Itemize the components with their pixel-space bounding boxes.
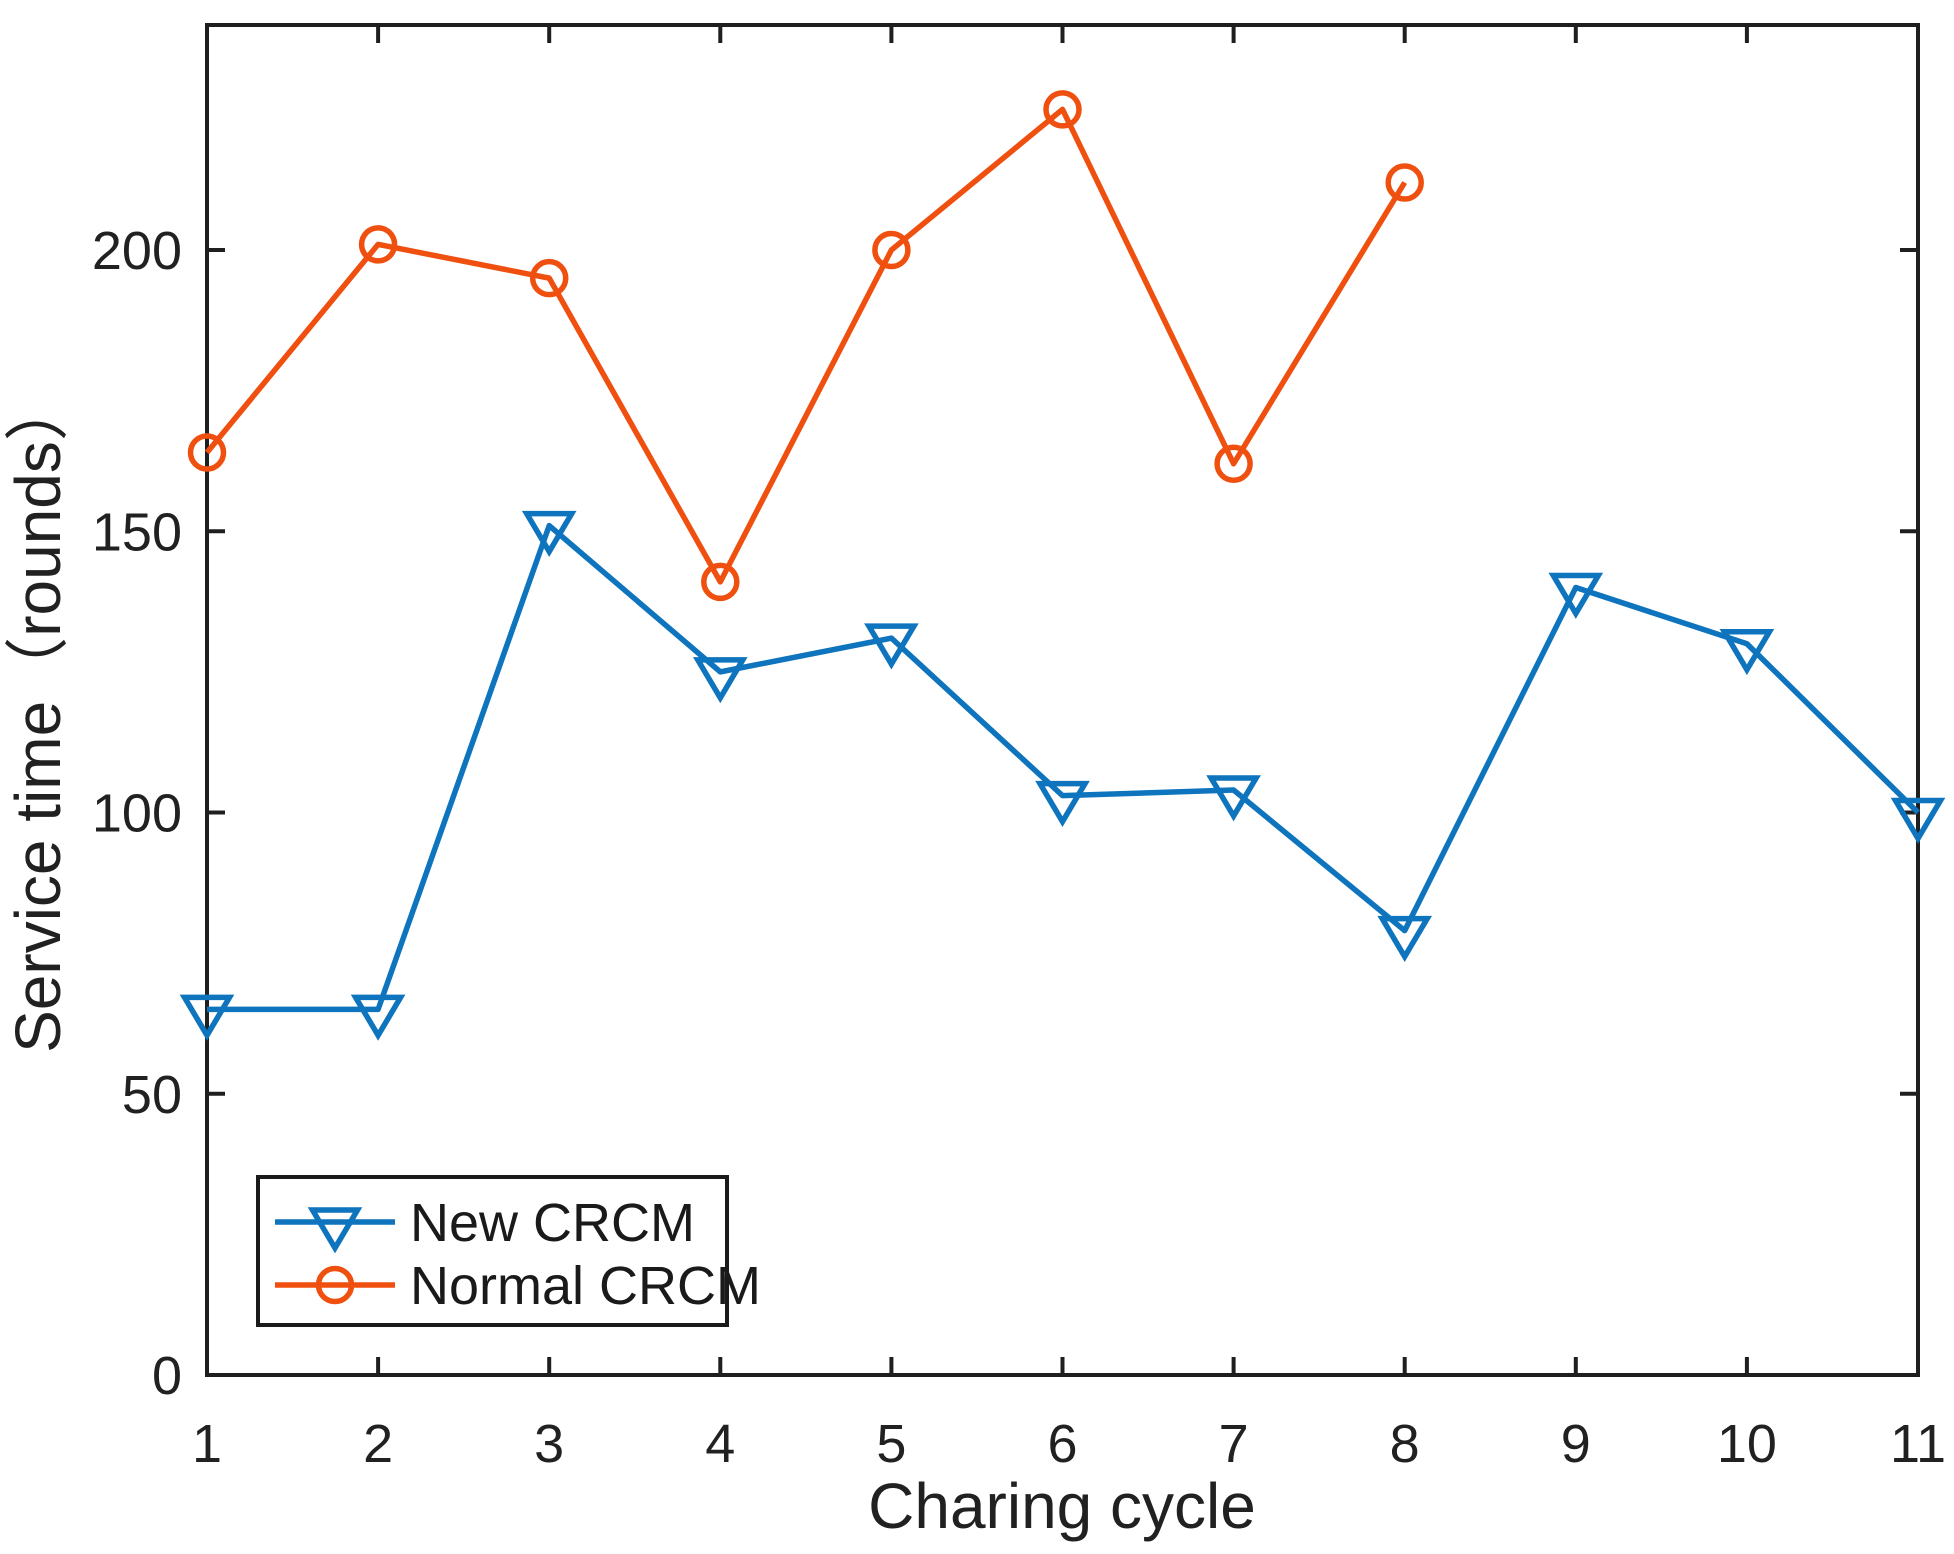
x-tick-label: 5 — [876, 1414, 906, 1474]
triangle-down-marker — [179, 994, 235, 1041]
series-line — [207, 522, 1920, 1013]
legend-label: Normal CRCM — [410, 1256, 761, 1316]
series-normal-crcm — [187, 90, 1424, 602]
triangle-down-marker — [307, 1207, 363, 1254]
x-tick-label: 2 — [363, 1414, 393, 1474]
circle-marker — [1043, 90, 1082, 129]
legend-item-new-crcm: New CRCM — [275, 1193, 695, 1254]
triangle-down-marker — [1206, 775, 1261, 822]
y-tick-label: 200 — [92, 221, 182, 281]
series-line — [204, 106, 1408, 585]
triangle-down-marker — [1377, 915, 1433, 963]
circle-marker — [529, 258, 569, 298]
x-tick-label: 3 — [534, 1414, 564, 1474]
x-tick-label: 1 — [192, 1414, 222, 1474]
circle-marker — [701, 562, 740, 602]
triangle-down-marker — [521, 510, 577, 558]
circle-marker — [315, 1265, 355, 1305]
circle-marker — [1385, 163, 1424, 202]
legend-label: New CRCM — [410, 1193, 695, 1253]
x-axis-title: Charing cycle — [868, 1470, 1256, 1542]
x-tick-label: 4 — [705, 1414, 735, 1474]
y-axis-title: Service time（rounds） — [2, 377, 74, 1053]
triangle-down-marker — [1548, 572, 1604, 619]
circle-marker — [358, 225, 398, 264]
y-tick-label: 150 — [92, 502, 182, 562]
triangle-down-marker — [1035, 780, 1090, 828]
triangle-down-marker — [864, 623, 919, 670]
axes-box — [205, 23, 1920, 1377]
x-tick-label: 10 — [1717, 1414, 1777, 1474]
x-tick-label: 9 — [1561, 1414, 1591, 1474]
circle-marker — [1214, 444, 1253, 483]
x-tick-label: 6 — [1047, 1414, 1077, 1474]
circle-marker — [187, 433, 227, 472]
triangle-down-marker — [1890, 797, 1946, 844]
y-tick-label: 0 — [152, 1346, 182, 1406]
legend-item-normal-crcm: Normal CRCM — [275, 1256, 761, 1316]
triangle-down-marker — [350, 994, 406, 1041]
circle-marker — [872, 230, 911, 270]
y-tick-label: 100 — [92, 784, 182, 844]
x-tick-label: 8 — [1390, 1414, 1420, 1474]
x-tick-label: 7 — [1219, 1414, 1249, 1474]
triangle-down-marker — [692, 657, 748, 704]
series-new-crcm — [179, 510, 1946, 1041]
y-tick-label: 50 — [122, 1065, 182, 1125]
triangle-down-marker — [1719, 629, 1775, 676]
x-tick-label: 11 — [1890, 1414, 1946, 1474]
